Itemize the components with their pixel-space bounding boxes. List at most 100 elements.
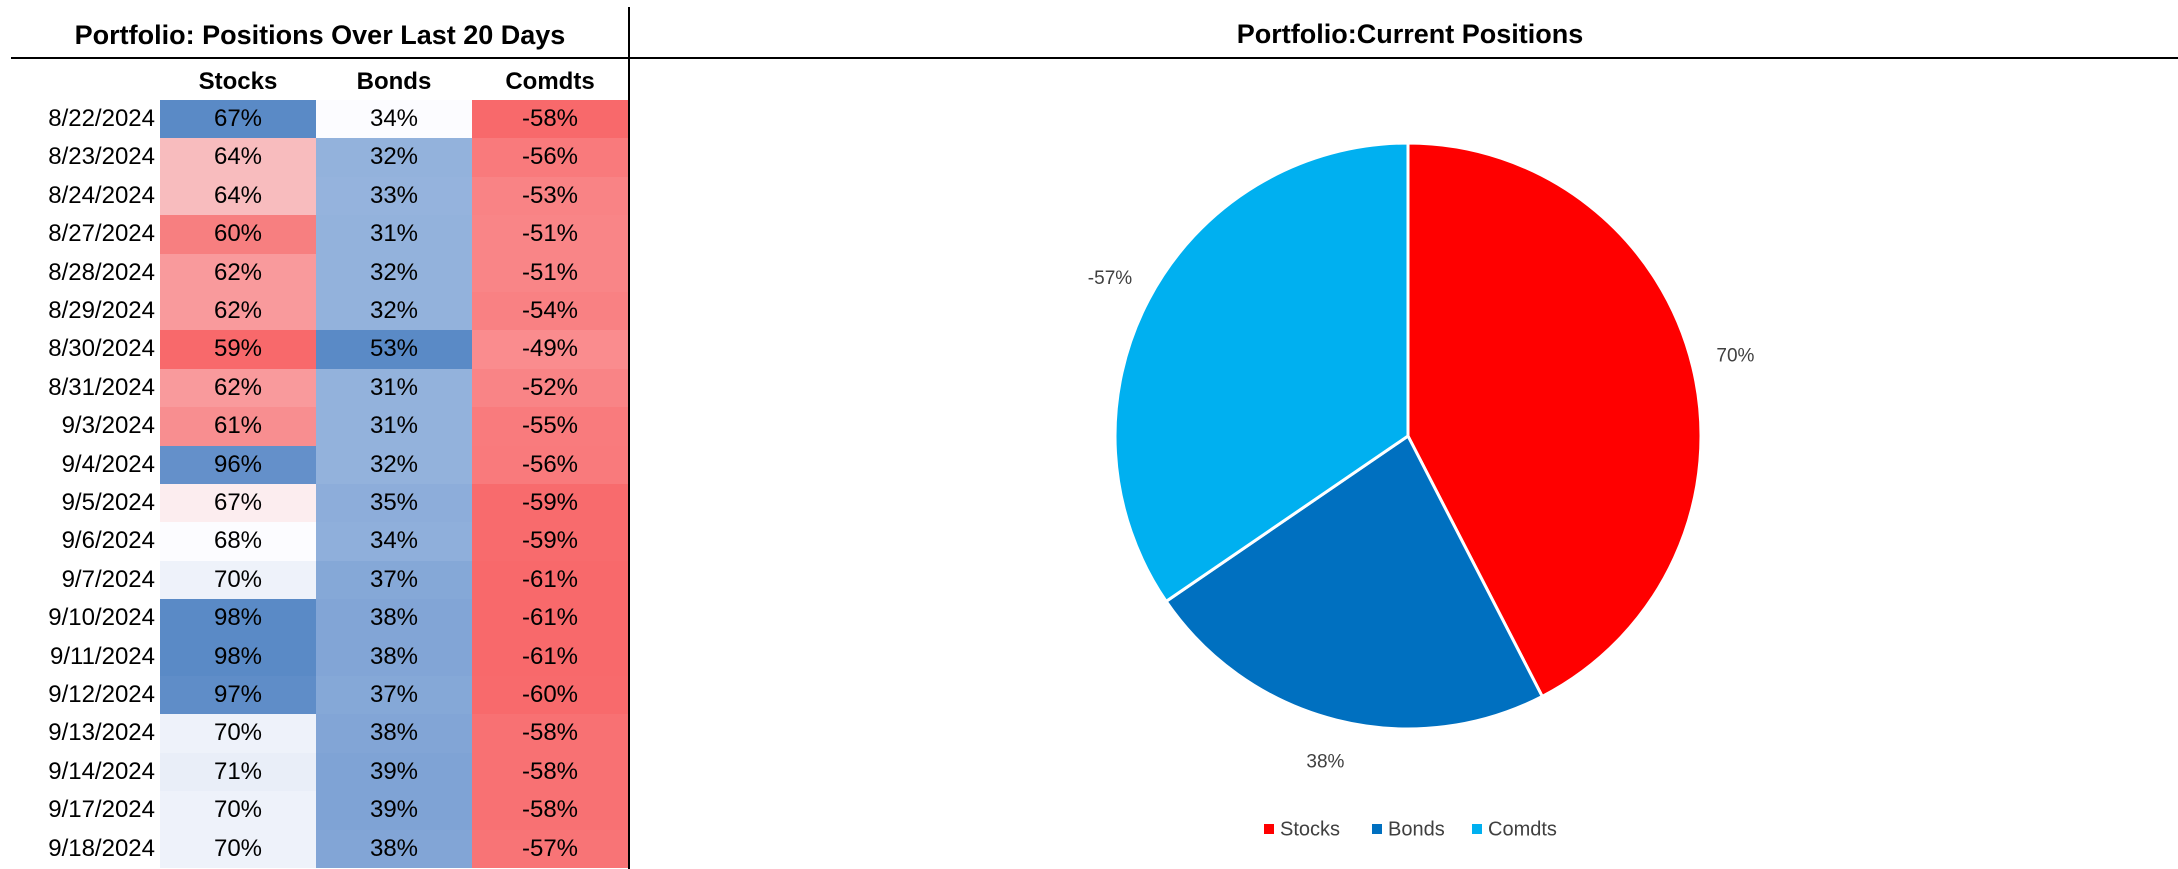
row-date: 9/4/2024	[61, 450, 155, 478]
cell-value: -61%	[472, 560, 628, 600]
cell-value: 70%	[160, 560, 316, 600]
cell-value: 70%	[160, 829, 316, 868]
cell-value: 62%	[160, 292, 316, 331]
cell-value: -55%	[472, 407, 628, 446]
cell-value: 68%	[160, 522, 316, 561]
cell-value: 32%	[316, 138, 472, 177]
pie-slice	[1406, 141, 1703, 699]
cell-value: -49%	[472, 330, 628, 369]
cell-value: 39%	[316, 791, 472, 830]
data-label: -57%	[1088, 268, 1132, 289]
cell-value: -53%	[472, 176, 628, 216]
cell-value: 39%	[316, 752, 472, 792]
row-date: 9/17/2024	[48, 796, 155, 824]
cell-value: -51%	[472, 253, 628, 292]
cell-value: -52%	[472, 368, 628, 408]
row-date: 8/24/2024	[48, 181, 155, 209]
pie-slice	[1164, 433, 1545, 731]
legend-label: Comdts	[1488, 818, 1557, 840]
cell-value: 70%	[160, 791, 316, 830]
row-date: 9/14/2024	[48, 757, 155, 785]
header-rule	[11, 57, 2178, 59]
cell-value: -59%	[472, 522, 628, 561]
cell-value: -58%	[472, 714, 628, 753]
cell-value: -58%	[472, 752, 628, 792]
cell-value: -56%	[472, 138, 628, 177]
cell-value: 59%	[160, 330, 316, 369]
cell-value: 37%	[316, 676, 472, 715]
row-date: 8/31/2024	[48, 373, 155, 401]
cell-value: 32%	[316, 253, 472, 292]
cell-value: 31%	[316, 368, 472, 408]
cell-value: 38%	[316, 637, 472, 676]
panel-divider	[628, 7, 630, 869]
cell-value: 64%	[160, 138, 316, 177]
chart-title: Portfolio:Current Positions	[1237, 19, 1584, 49]
cell-value: 35%	[316, 484, 472, 523]
row-date: 9/11/2024	[50, 642, 155, 670]
cell-value: -57%	[472, 829, 628, 868]
legend-swatch	[1372, 824, 1382, 834]
row-date: 9/18/2024	[48, 834, 155, 862]
cell-value: -61%	[472, 637, 628, 676]
cell-value: -61%	[472, 599, 628, 638]
legend-swatch	[1472, 824, 1482, 834]
cell-value: 67%	[160, 100, 316, 139]
cell-value: 32%	[316, 292, 472, 331]
cell-value: 70%	[160, 714, 316, 753]
legend-label: Stocks	[1280, 818, 1340, 840]
cell-value: -58%	[472, 100, 628, 139]
row-date: 9/10/2024	[48, 604, 155, 632]
row-date: 9/5/2024	[61, 489, 155, 516]
cell-value: 62%	[160, 368, 316, 408]
data-label: 70%	[1716, 346, 1754, 367]
row-date: 9/3/2024	[61, 412, 155, 440]
cell-value: 38%	[316, 829, 472, 868]
cell-value: 98%	[160, 637, 316, 676]
cell-value: 31%	[316, 215, 472, 254]
column-header: Stocks	[198, 68, 278, 95]
table-title: Portfolio: Positions Over Last 20 Days	[74, 20, 566, 50]
cell-value: 34%	[316, 100, 472, 139]
cell-value: 61%	[160, 407, 316, 446]
row-date: 8/23/2024	[48, 143, 155, 171]
data-label: 38%	[1306, 752, 1344, 773]
pie-chart: Portfolio:Current Positions 70% 38% -57% St…	[1088, 19, 1755, 840]
cell-value: 33%	[316, 176, 472, 216]
legend-swatch	[1264, 824, 1274, 834]
cell-value: 31%	[316, 407, 472, 446]
cell-value: 34%	[316, 522, 472, 561]
cell-value: 32%	[316, 445, 472, 484]
cell-value: -51%	[472, 215, 628, 254]
cell-value: 98%	[160, 599, 316, 638]
cell-value: 96%	[160, 445, 316, 484]
row-date: 9/12/2024	[48, 681, 155, 708]
cell-value: -56%	[472, 445, 628, 484]
cell-value: 64%	[160, 176, 316, 216]
row-date: 8/30/2024	[48, 335, 155, 363]
row-date: 8/29/2024	[48, 297, 155, 324]
row-date: 9/6/2024	[61, 527, 155, 555]
cell-value: 67%	[160, 484, 316, 523]
row-date: 9/7/2024	[61, 565, 155, 593]
row-date: 8/27/2024	[48, 220, 155, 248]
cell-value: 38%	[316, 599, 472, 638]
cell-value: 37%	[316, 560, 472, 600]
column-header: Comdts	[505, 68, 595, 95]
cell-value: 62%	[160, 253, 316, 292]
row-date: 8/22/2024	[48, 105, 155, 132]
row-date: 8/28/2024	[48, 258, 155, 286]
cell-value: 60%	[160, 215, 316, 254]
pie-slice	[1113, 141, 1410, 604]
cell-value: 71%	[160, 752, 316, 792]
cell-value: -54%	[472, 292, 628, 331]
cell-value: 97%	[160, 676, 316, 715]
column-header: Bonds	[356, 68, 432, 95]
cell-value: -60%	[472, 676, 628, 715]
cell-value: 38%	[316, 714, 472, 753]
legend-label: Bonds	[1388, 818, 1445, 840]
cell-value: 53%	[316, 330, 472, 369]
cell-value: -58%	[472, 791, 628, 830]
cell-value: -59%	[472, 484, 628, 523]
